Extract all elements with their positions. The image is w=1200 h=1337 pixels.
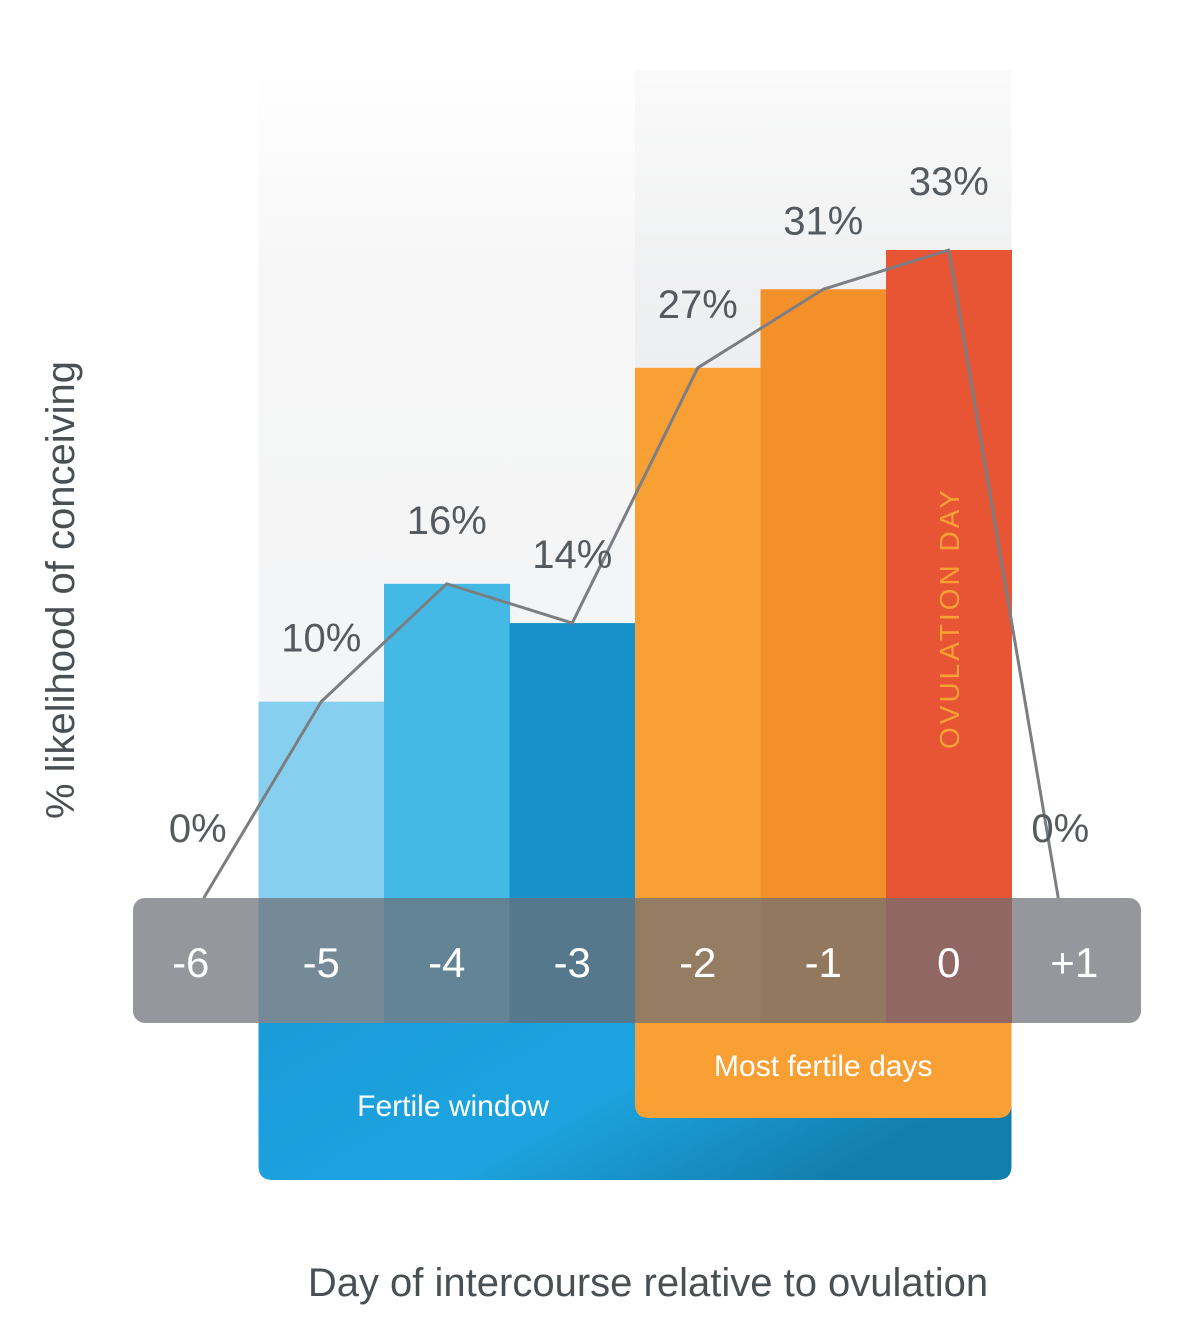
value-labels: 0% 10% 16% 14% 27% 31% 33% 0%: [169, 160, 1089, 851]
day-label-0: 0: [937, 939, 960, 986]
fertile-window-label: Fertile window: [357, 1090, 549, 1123]
value-label-day--3: 14%: [532, 533, 612, 577]
day-label--4: -4: [428, 939, 465, 986]
likelihood-line: [202, 248, 1060, 899]
likelihood-polyline: [202, 248, 1060, 899]
x-axis-label: Day of intercourse relative to ovulation: [308, 1261, 988, 1305]
day-label--2: -2: [679, 939, 716, 986]
y-axis-label: % likelihood of conceiving: [39, 361, 83, 819]
value-label-day--1: 31%: [783, 199, 863, 243]
bar-day-0: [886, 250, 1012, 1023]
value-label-day--6: 0%: [169, 807, 227, 851]
day-labels: -6 -5 -4 -3 -2 -1 0 +1: [172, 939, 1098, 986]
value-label-day--4: 16%: [407, 499, 487, 543]
day-label--1: -1: [805, 939, 842, 986]
day-band-background: [133, 898, 1141, 1023]
day-label--6: -6: [172, 939, 209, 986]
value-label-day-0: 33%: [909, 160, 989, 204]
most-fertile-days-label: Most fertile days: [714, 1050, 932, 1083]
value-label-day--5: 10%: [281, 617, 361, 661]
value-label-day--2: 27%: [658, 283, 738, 327]
day-label--3: -3: [554, 939, 591, 986]
day-axis-band: [133, 898, 1141, 1023]
ovulation-day-label: OVULATION DAY: [934, 487, 965, 749]
fertility-bands: [258, 1013, 1012, 1180]
day-label--5: -5: [303, 939, 340, 986]
day-label-+1: +1: [1050, 939, 1098, 986]
most-fertile-days-band: [635, 1013, 1012, 1118]
value-label-day-+1: 0%: [1031, 807, 1089, 851]
